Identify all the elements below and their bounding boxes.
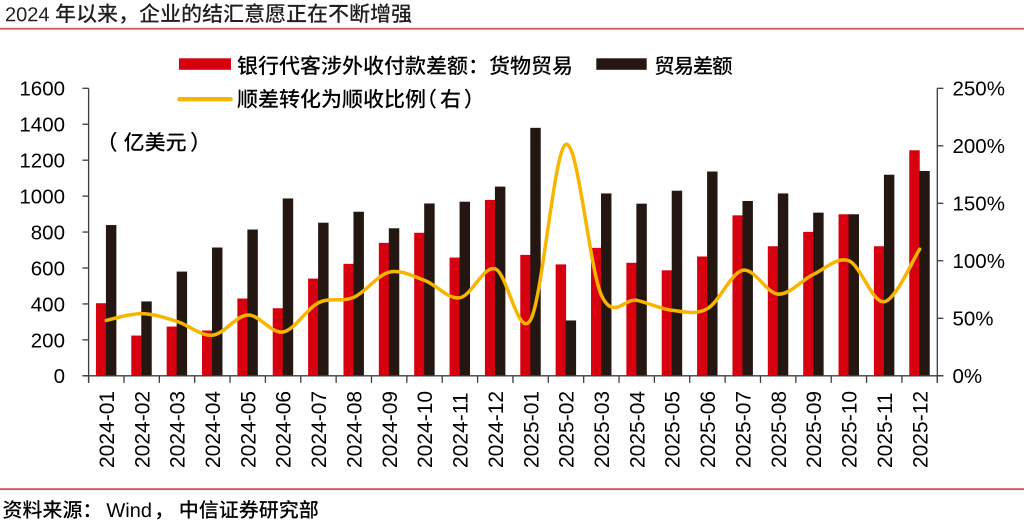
svg-text:1000: 1000: [19, 186, 65, 209]
svg-text:2024-07: 2024-07: [308, 391, 331, 468]
svg-text:2024-03: 2024-03: [167, 391, 190, 468]
svg-text:0: 0: [54, 365, 65, 388]
svg-text:1400: 1400: [19, 114, 65, 137]
svg-text:2024-01: 2024-01: [96, 391, 119, 468]
svg-text:2024-04: 2024-04: [202, 391, 225, 468]
svg-text:1200: 1200: [19, 150, 65, 173]
svg-text:400: 400: [31, 293, 65, 316]
svg-text:2025-11: 2025-11: [874, 392, 897, 468]
svg-text:2025-08: 2025-08: [768, 391, 791, 468]
svg-text:2025-02: 2025-02: [556, 391, 579, 468]
svg-text:2024-05: 2024-05: [237, 391, 260, 468]
svg-text:200: 200: [31, 329, 65, 352]
svg-text:1600: 1600: [19, 78, 65, 101]
svg-text:2024-12: 2024-12: [485, 391, 508, 468]
svg-text:2025-01: 2025-01: [520, 391, 543, 468]
svg-text:2025-12: 2025-12: [909, 391, 932, 468]
svg-text:100%: 100%: [953, 250, 1005, 273]
svg-text:800: 800: [31, 221, 65, 244]
svg-text:2024-08: 2024-08: [343, 391, 366, 468]
svg-text:2024-11: 2024-11: [450, 392, 473, 468]
svg-text:600: 600: [31, 257, 65, 280]
svg-text:2024-09: 2024-09: [379, 391, 402, 468]
svg-text:0%: 0%: [953, 365, 983, 388]
svg-text:2025-10: 2025-10: [839, 391, 862, 468]
svg-text:2025-06: 2025-06: [697, 391, 720, 468]
svg-text:50%: 50%: [953, 308, 994, 331]
svg-text:2024-10: 2024-10: [414, 391, 437, 468]
svg-text:250%: 250%: [953, 78, 1005, 101]
svg-text:150%: 150%: [953, 193, 1005, 216]
svg-text:2024-06: 2024-06: [273, 391, 296, 468]
svg-text:2025-04: 2025-04: [626, 391, 649, 468]
svg-text:2025-03: 2025-03: [591, 391, 614, 468]
svg-text:2025-07: 2025-07: [732, 391, 755, 468]
svg-text:2024-02: 2024-02: [131, 391, 154, 468]
svg-text:2025-09: 2025-09: [803, 391, 826, 468]
svg-text:2025-05: 2025-05: [662, 391, 685, 468]
svg-text:200%: 200%: [953, 135, 1005, 158]
